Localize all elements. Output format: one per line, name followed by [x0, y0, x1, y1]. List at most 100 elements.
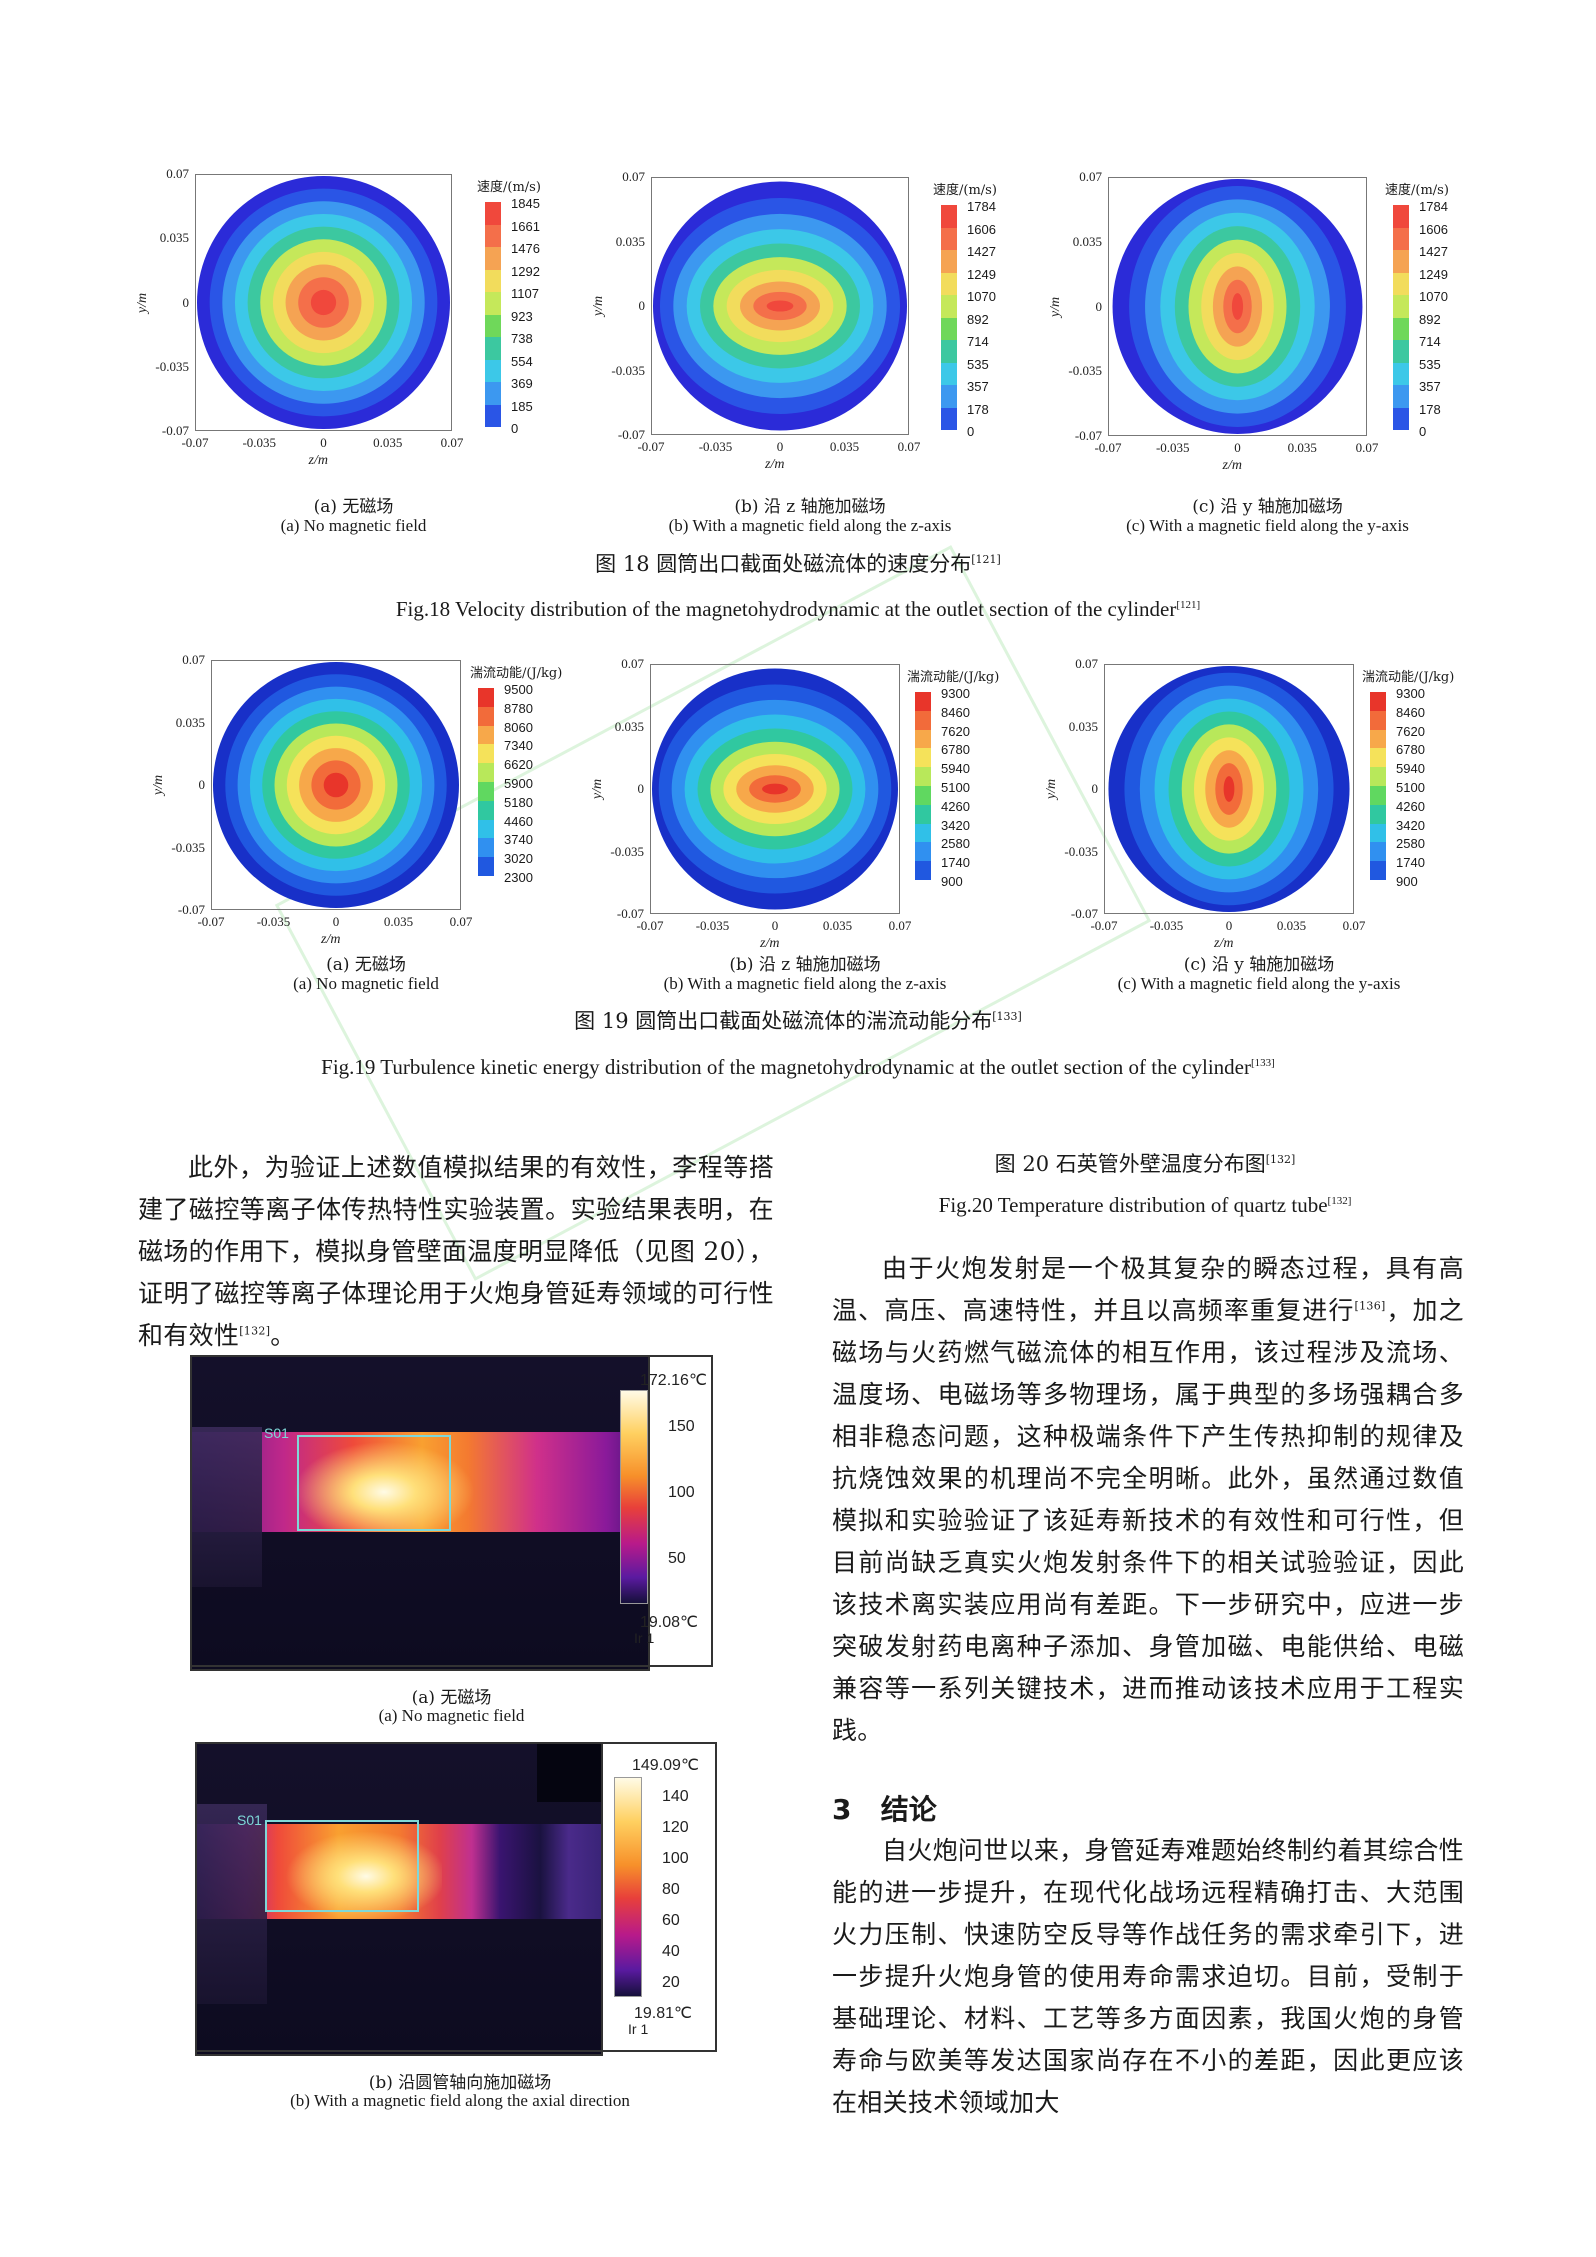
y-tick-label: 0.035: [615, 233, 645, 249]
x-tick-label: -0.07: [637, 439, 665, 454]
legend-swatch: [485, 224, 501, 247]
x-tick-label: -0.035: [698, 439, 733, 454]
x-axis-label: z/m: [765, 457, 785, 472]
x-tick-label: -0.035: [1155, 440, 1190, 455]
legend-swatch: [1370, 729, 1386, 749]
legend-value: 185: [511, 398, 533, 414]
legend-swatch: [941, 407, 957, 430]
legend-value: 554: [511, 353, 533, 369]
legend-swatch: [485, 359, 501, 382]
y-tick-label: -0.035: [611, 362, 645, 378]
legend-value: 4260: [941, 798, 970, 814]
x-tick-label: 0: [771, 918, 779, 933]
legend-title: 湍流动能/(J/kg): [470, 666, 563, 681]
roi-label: S01: [264, 1425, 289, 1441]
fig18-panel-2-plot: [1108, 177, 1367, 436]
legend-value: 178: [1419, 401, 1441, 417]
colorbar-b: [614, 1777, 642, 1997]
colorbar-b-ir: Ir 1: [628, 2021, 649, 2037]
y-tick-label: 0: [182, 294, 190, 310]
plot-frame: [650, 664, 900, 914]
legend-swatch: [915, 748, 931, 768]
legend-swatch: [1370, 748, 1386, 768]
legend-value: 738: [511, 331, 533, 346]
legend-swatch: [478, 706, 494, 726]
y-tick-label: -0.035: [1068, 363, 1102, 379]
legend-value: 8780: [504, 700, 533, 716]
fig19-panel-2-plot: [1104, 664, 1354, 914]
fig18-caption-en: Fig.18 Velocity distribution of the magn…: [395, 597, 1201, 621]
legend-value: 5100: [941, 780, 970, 795]
y-tick-label: -0.07: [616, 906, 644, 921]
x-tick-label: 0: [320, 435, 327, 450]
legend-value: 3420: [941, 817, 970, 833]
legend-swatch: [941, 385, 957, 408]
roi-box: [297, 1435, 451, 1531]
section-title: 结论: [880, 1793, 937, 1826]
legend-swatch: [1370, 823, 1386, 843]
colorbar-b-tick-1: 140: [662, 1788, 689, 1805]
contour-band: [1231, 293, 1244, 320]
colorbar-a-tick-3: 50: [668, 1550, 686, 1567]
legend-value: 3740: [504, 832, 533, 848]
fig18-panel-0-plot: [195, 174, 452, 431]
contour-band: [766, 300, 794, 312]
legend-value: 1845: [511, 196, 540, 211]
fig20-caption-cn: 图 20 石英管外壁温度分布图[132]: [994, 1152, 1296, 1176]
fig20b-label-en: (b) With a magnetic field along the axia…: [290, 2091, 630, 2110]
legend-swatch: [485, 269, 501, 292]
y-tick-label: 0: [1095, 298, 1103, 314]
legend-value: 9500: [504, 682, 533, 697]
colorbar-b-tick-7: 20: [662, 1974, 680, 1991]
legend-colorbar: [1370, 692, 1386, 880]
x-tick-label: -0.07: [636, 918, 664, 933]
plot-frame: [195, 174, 452, 431]
plot-frame: [1104, 664, 1354, 914]
legend-swatch: [478, 857, 494, 876]
fig18-panel-0-label-en: (a) No magnetic field: [280, 516, 427, 535]
colorbar-b-tick-3: 100: [662, 1850, 689, 1867]
legend-swatch: [915, 729, 931, 749]
legend-value: 7340: [504, 738, 533, 754]
colorbar-a-tick-2: 100: [668, 1484, 695, 1501]
colorbar-a-max: 172.16℃: [640, 1372, 707, 1389]
legend-swatch: [1393, 317, 1409, 340]
legend-swatch: [941, 227, 957, 250]
legend-swatch: [915, 710, 931, 730]
legend-title: 湍流动能/(J/kg): [1362, 670, 1455, 685]
legend-title: 速度/(m/s): [933, 183, 997, 198]
legend-value: 1740: [941, 855, 970, 871]
legend-value: 923: [511, 308, 533, 324]
legend-swatch: [478, 819, 494, 839]
legend-value: 8460: [1396, 704, 1425, 720]
legend-swatch: [915, 823, 931, 843]
legend-value: 5180: [504, 794, 533, 810]
x-tick-label: 0.035: [383, 914, 414, 929]
x-axis-label: z/m: [1214, 936, 1234, 951]
legend-swatch: [915, 861, 931, 880]
y-tick-label: -0.07: [177, 902, 205, 917]
x-tick-label: 0.035: [829, 439, 860, 454]
legend-value: 0: [967, 424, 975, 439]
x-tick-label: -0.07: [1094, 440, 1122, 455]
legend-colorbar: [485, 202, 501, 427]
legend-swatch: [941, 340, 957, 363]
fig18-panel-1-label-en: (b) With a magnetic field along the z-ax…: [668, 516, 952, 535]
fig18-panel-0-label-cn: (a) 无磁场: [313, 497, 394, 517]
y-axis-label: y/m: [1048, 296, 1064, 317]
y-tick-label: -0.07: [1070, 906, 1098, 921]
legend-value: 178: [967, 401, 989, 417]
colorbar-a-min: 19.08℃: [640, 1614, 699, 1631]
legend-swatch: [941, 295, 957, 318]
y-tick-label: 0.07: [622, 169, 645, 184]
x-tick-label: -0.07: [197, 914, 225, 929]
legend-value: 1249: [967, 266, 996, 282]
legend-value: 900: [941, 874, 963, 889]
fig19-panel-1-label-en: (b) With a magnetic field along the z-ax…: [663, 974, 947, 993]
legend-value: 5940: [1396, 761, 1425, 777]
legend-swatch: [485, 247, 501, 270]
legend-swatch: [1393, 250, 1409, 273]
x-axis-label: z/m: [760, 936, 780, 951]
y-tick-label: 0: [1091, 781, 1099, 796]
legend-swatch: [915, 692, 931, 711]
